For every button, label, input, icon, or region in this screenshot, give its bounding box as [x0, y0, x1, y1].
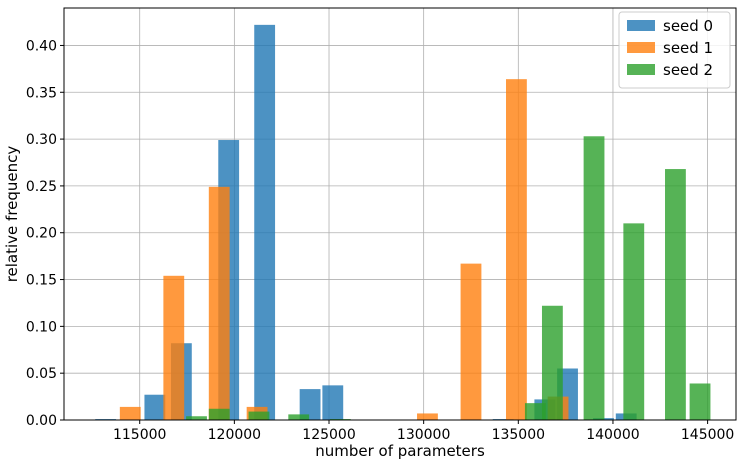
y-tick-label: 0.10	[26, 319, 57, 335]
x-tick-label: 130000	[397, 427, 450, 443]
legend-label-seed-0: seed 0	[663, 17, 713, 35]
y-tick-label: 0.15	[26, 273, 57, 289]
x-axis-label: number of parameters	[315, 442, 485, 460]
bar-seed-1	[119, 406, 141, 420]
y-tick-label: 0.00	[26, 413, 57, 429]
bar-seed-2	[248, 411, 270, 420]
x-tick-label: 140000	[586, 427, 639, 443]
y-tick-label: 0.25	[26, 179, 57, 195]
y-tick-label: 0.40	[26, 38, 57, 54]
bar-seed-1	[506, 79, 527, 420]
y-axis-label: relative frequency	[3, 146, 21, 283]
legend-label-seed-2: seed 2	[663, 61, 713, 79]
bar-seed-2	[541, 305, 563, 420]
legend-swatch-seed-1	[627, 42, 655, 53]
bar-seed-1	[417, 413, 438, 420]
legend-swatch-seed-2	[627, 64, 655, 75]
bar-seed-2	[524, 403, 546, 420]
y-tick-label: 0.30	[26, 132, 57, 148]
bar-seed-0	[254, 24, 276, 420]
bars	[95, 24, 711, 421]
bar-seed-2	[689, 383, 711, 420]
y-tick-label: 0.35	[26, 85, 57, 101]
x-tick-label: 135000	[492, 427, 545, 443]
x-tick-label: 145000	[681, 427, 734, 443]
bar-seed-1	[460, 263, 482, 420]
bar-seed-1	[163, 275, 185, 420]
x-tick-label: 125000	[302, 427, 355, 443]
x-tick-label: 115000	[113, 427, 166, 443]
plot-frame	[63, 7, 737, 421]
bar-seed-2	[208, 408, 230, 420]
bar-seed-2	[623, 223, 645, 420]
bar-seed-0	[299, 389, 321, 420]
legend-label-seed-1: seed 1	[663, 39, 713, 57]
legend-swatch-seed-0	[627, 20, 655, 31]
bar-seed-2	[665, 169, 686, 420]
y-tick-label: 0.20	[26, 226, 57, 242]
tick-marks: 115000 120000 125000 130000 135000 140000 1450…	[26, 38, 735, 443]
bar-seed-0	[144, 394, 166, 420]
y-tick-label: 0.05	[26, 366, 57, 382]
bar-seed-2	[186, 416, 207, 420]
x-tick-label: 120000	[208, 427, 261, 443]
bar-seed-0	[322, 385, 344, 420]
bar-seed-2	[583, 136, 605, 421]
legend: seed 0 seed 1 seed 2	[618, 11, 731, 89]
bar-seed-1	[208, 186, 230, 420]
bar-seed-2	[288, 414, 310, 420]
